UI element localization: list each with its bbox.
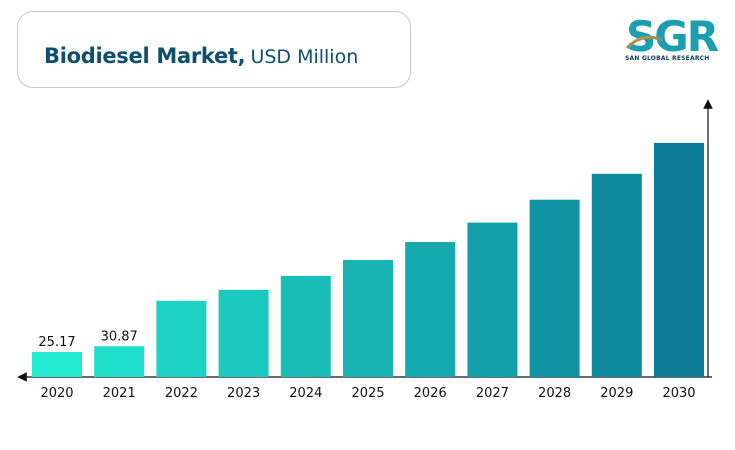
x-tick-label: 2028 [538,386,571,401]
logo-text: SGR [626,12,719,61]
x-tick-label: 2024 [289,386,322,401]
x-tick-label: 2023 [227,386,260,401]
logo-subtitle: SAN GLOBAL RESEARCH [625,55,710,62]
bar-2023 [218,289,269,377]
x-tick-label: 2025 [351,386,384,401]
data-labels-group: 25.17 30.87 [38,329,137,350]
data-label: 30.87 [101,329,138,344]
chart-title: Biodiesel Market, USD Million [44,44,358,68]
data-label: 25.17 [38,335,75,350]
title-unit: USD Million [250,46,359,68]
x-tick-label: 2029 [600,386,633,401]
bar-2027 [467,222,518,377]
bar-2021 [94,346,145,377]
x-tick-label: 2026 [414,386,447,401]
bars-group [32,142,704,377]
title-box: Biodiesel Market, USD Million [17,11,411,88]
tick-labels-group: 2020 2021 2022 2023 2024 2025 2026 2027 2028 2029… [40,386,695,401]
logo-swoosh-icon [625,35,663,50]
title-main: Biodiesel Market, [44,44,246,68]
bar-2025 [343,259,393,377]
sgr-logo: SGR [625,12,721,61]
bar-2026 [405,242,456,377]
bar-2020 [32,351,82,377]
bar-2029 [591,173,642,377]
x-tick-label: 2020 [40,386,73,401]
bar-2030 [654,142,704,377]
x-tick-label: 2027 [476,386,509,401]
bar-2022 [156,300,207,377]
x-tick-label: 2021 [103,386,136,401]
bar-2028 [529,199,580,377]
bar-2024 [280,275,331,377]
x-tick-label: 2022 [165,386,198,401]
x-tick-label: 2030 [662,386,695,401]
